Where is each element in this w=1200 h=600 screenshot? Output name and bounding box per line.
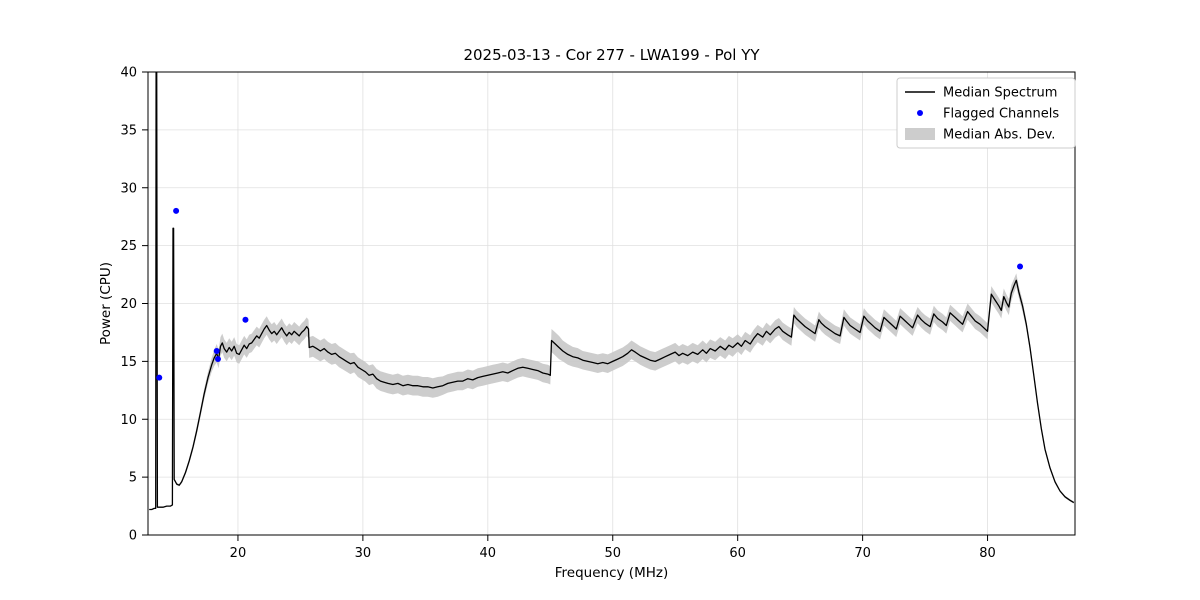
- y-tick-label: 25: [120, 239, 137, 254]
- y-tick-label: 40: [120, 66, 137, 81]
- x-tick-label: 20: [230, 546, 247, 561]
- y-tick-label: 0: [129, 529, 137, 544]
- x-tick-label: 30: [355, 546, 372, 561]
- y-axis-label: Power (CPU): [98, 262, 114, 345]
- y-tick-label: 20: [120, 297, 137, 312]
- ticks: [142, 71, 989, 541]
- flagged-channel-point: [242, 316, 249, 323]
- chart-title: 2025-03-13 - Cor 277 - LWA199 - Pol YY: [463, 46, 760, 64]
- y-tick-label: 30: [120, 181, 137, 196]
- flagged-channel-point: [214, 356, 221, 363]
- flagged-channel-point: [213, 347, 220, 354]
- y-tick-label: 15: [120, 355, 137, 370]
- median-spectrum-line: [149, 72, 1075, 511]
- x-tick-label: 70: [854, 546, 871, 561]
- legend-label: Flagged Channels: [943, 107, 1059, 122]
- x-tick-label: 80: [979, 546, 996, 561]
- legend-label: Median Abs. Dev.: [943, 128, 1055, 143]
- y-tick-label: 10: [120, 413, 137, 428]
- legend-label: Median Spectrum: [943, 86, 1057, 101]
- x-axis-label: Frequency (MHz): [555, 565, 668, 581]
- x-tick-label: 40: [480, 546, 497, 561]
- flagged-channel-point: [173, 207, 180, 214]
- x-tick-label: 50: [604, 546, 621, 561]
- flagged-channel-point: [156, 374, 163, 381]
- y-tick-label: 35: [120, 123, 137, 138]
- legend-dot-sample: [917, 110, 923, 116]
- flagged-channel-point: [1017, 263, 1024, 270]
- legend-band-sample: [905, 128, 935, 140]
- flagged-channels: [156, 207, 1024, 381]
- y-tick-label: 5: [129, 471, 137, 486]
- legend-box: [896, 77, 1076, 149]
- x-tick-label: 60: [729, 546, 746, 561]
